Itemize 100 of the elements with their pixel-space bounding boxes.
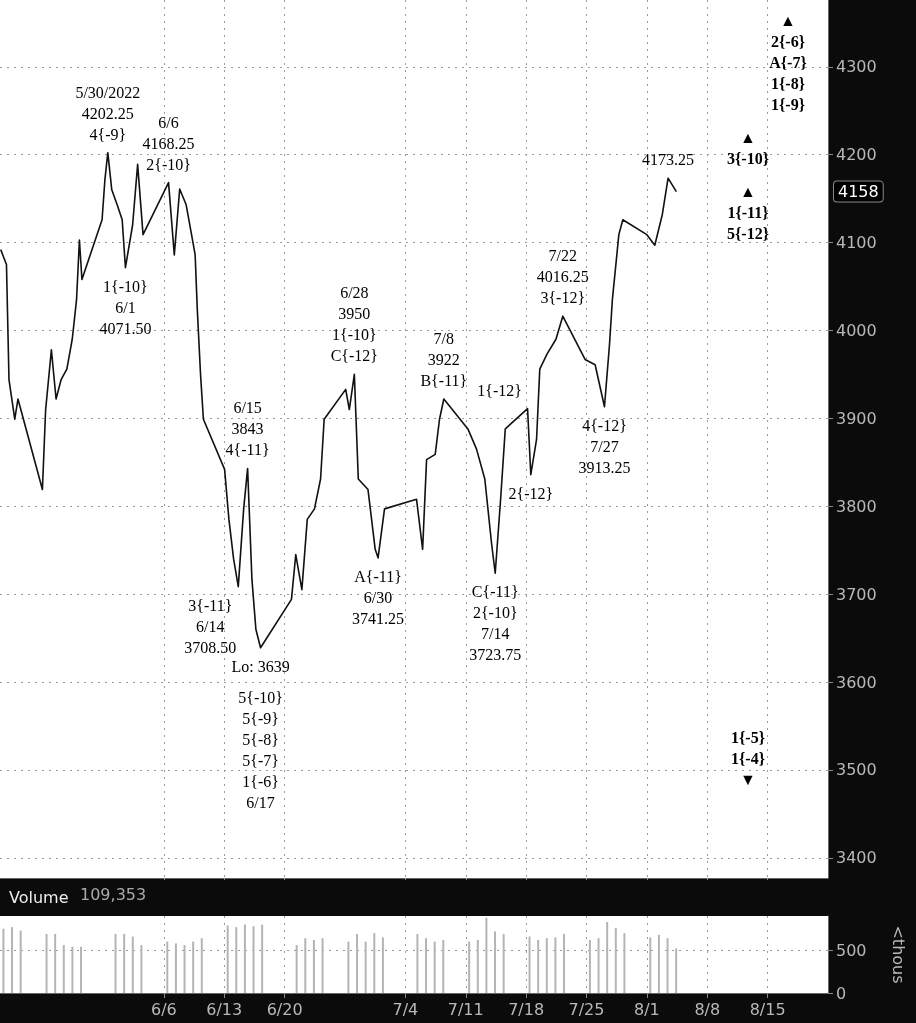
bar: [416, 933, 419, 993]
annotation: 1{-10} 6/1 4071.50: [99, 277, 152, 337]
bar: [71, 946, 74, 993]
bar: [295, 945, 298, 993]
annotation: C{-11} 2{-10} 7/14 3723.75: [469, 583, 522, 664]
y-tick-label: 3800: [836, 496, 877, 516]
bar: [675, 948, 678, 993]
bar: [312, 939, 315, 993]
annotation: ▲ 1{-11} 5{-12}: [727, 183, 769, 242]
bar: [140, 945, 143, 993]
x-tick-label: 6/13: [206, 999, 243, 1019]
annotation: ▲ 3{-10}: [727, 129, 769, 167]
bar: [545, 938, 548, 993]
annotation: 2{-12}: [508, 484, 554, 502]
annotation: 6/28 3950 1{-10} C{-12}: [330, 284, 379, 365]
y-tick-label: 500: [836, 940, 867, 960]
bar: [45, 933, 48, 993]
bar: [614, 927, 617, 993]
annotation: 7/8 3922 B{-11}: [420, 330, 468, 390]
bar: [442, 939, 445, 993]
annotation: 7/22 4016.25 3{-12}: [536, 247, 589, 307]
bar: [381, 937, 384, 993]
y-tick-label: 3400: [836, 848, 877, 868]
y-tick-label: 4100: [836, 233, 877, 253]
bar: [425, 938, 428, 993]
bar: [433, 941, 436, 993]
bar: [588, 939, 591, 993]
x-tick-label: 7/11: [447, 999, 484, 1019]
bar: [166, 941, 169, 993]
bar: [364, 941, 367, 993]
bar: [19, 930, 22, 993]
x-tick-label: 8/8: [694, 999, 721, 1019]
bar: [261, 924, 264, 993]
bar: [11, 927, 14, 993]
bar: [606, 921, 609, 993]
bar: [657, 934, 660, 993]
chart-title: Volume: [9, 887, 69, 907]
bar: [2, 928, 5, 993]
x-tick-label: 6/20: [266, 999, 303, 1019]
bar: [649, 937, 652, 993]
y-tick-label: 0: [836, 983, 847, 1003]
bar: [304, 938, 307, 993]
bar: [347, 941, 350, 993]
bar: [123, 933, 126, 993]
annotation: 5/30/2022 4202.25 4{-9}: [75, 83, 141, 143]
y-tick-label: 4200: [836, 145, 877, 165]
annotation: 6/15 3843 4{-11}: [225, 399, 270, 459]
x-tick-label: 7/18: [508, 999, 545, 1019]
bar: [485, 917, 488, 993]
annotation: 4{-12} 7/27 3913.25: [578, 416, 631, 476]
bar: [537, 939, 540, 993]
x-tick-label: 8/1: [634, 999, 660, 1019]
text: 109,353: [80, 884, 147, 904]
annotation: ▲ 2{-6} A{-7} 1{-8} 1{-9}: [769, 12, 807, 113]
bar: [54, 933, 57, 993]
bar: [356, 933, 359, 993]
bar: [226, 925, 229, 993]
bar: [554, 937, 557, 993]
y-axis-title: <thous: [888, 925, 908, 984]
bar: [243, 924, 246, 993]
y-tick-label: 4300: [836, 57, 877, 77]
annotation: A{-11} 6/30 3741.25: [352, 567, 405, 627]
bar: [494, 931, 497, 993]
bar: [373, 933, 376, 993]
bar: [192, 941, 195, 993]
bar: [666, 938, 669, 993]
x-tick-label: 7/4: [392, 999, 419, 1019]
bar: [235, 927, 238, 993]
bar: [563, 933, 566, 993]
bar: [623, 933, 626, 993]
bar: [114, 933, 117, 993]
bar: [597, 938, 600, 993]
annotation: 5{-10} 5{-9} 5{-8} 5{-7} 1{-6} 6/17: [238, 688, 283, 811]
bar: [468, 941, 471, 993]
bar: [476, 939, 479, 993]
text: 4158: [838, 182, 879, 202]
y-tick-label: 3500: [836, 760, 877, 780]
x-tick-label: 6/6: [151, 999, 177, 1019]
y-tick-label: 4000: [836, 320, 877, 340]
annotation: Lo: 3639: [231, 657, 290, 675]
annotation: 4173.25: [642, 151, 695, 169]
annotation: 3{-11} 6/14 3708.50: [184, 596, 237, 656]
annotation: 1{-5} 1{-4} ▼: [731, 729, 765, 788]
bar: [183, 945, 186, 993]
bar: [174, 943, 177, 993]
x-tick-label: 7/25: [568, 999, 605, 1019]
bar: [131, 936, 134, 993]
y-tick-label: 3600: [836, 672, 877, 692]
bar: [80, 946, 83, 993]
bar: [200, 938, 203, 993]
bar: [252, 926, 255, 993]
annotation: 6/6 4168.25 2{-10}: [142, 113, 195, 173]
bar: [528, 936, 531, 993]
y-tick-label: 3900: [836, 408, 877, 428]
bar: [502, 933, 505, 993]
bar: [62, 945, 65, 993]
x-tick-label: 8/15: [749, 999, 786, 1019]
y-tick-label: 3700: [836, 584, 877, 604]
bar: [321, 938, 324, 993]
annotation: 1{-12}: [477, 381, 522, 399]
